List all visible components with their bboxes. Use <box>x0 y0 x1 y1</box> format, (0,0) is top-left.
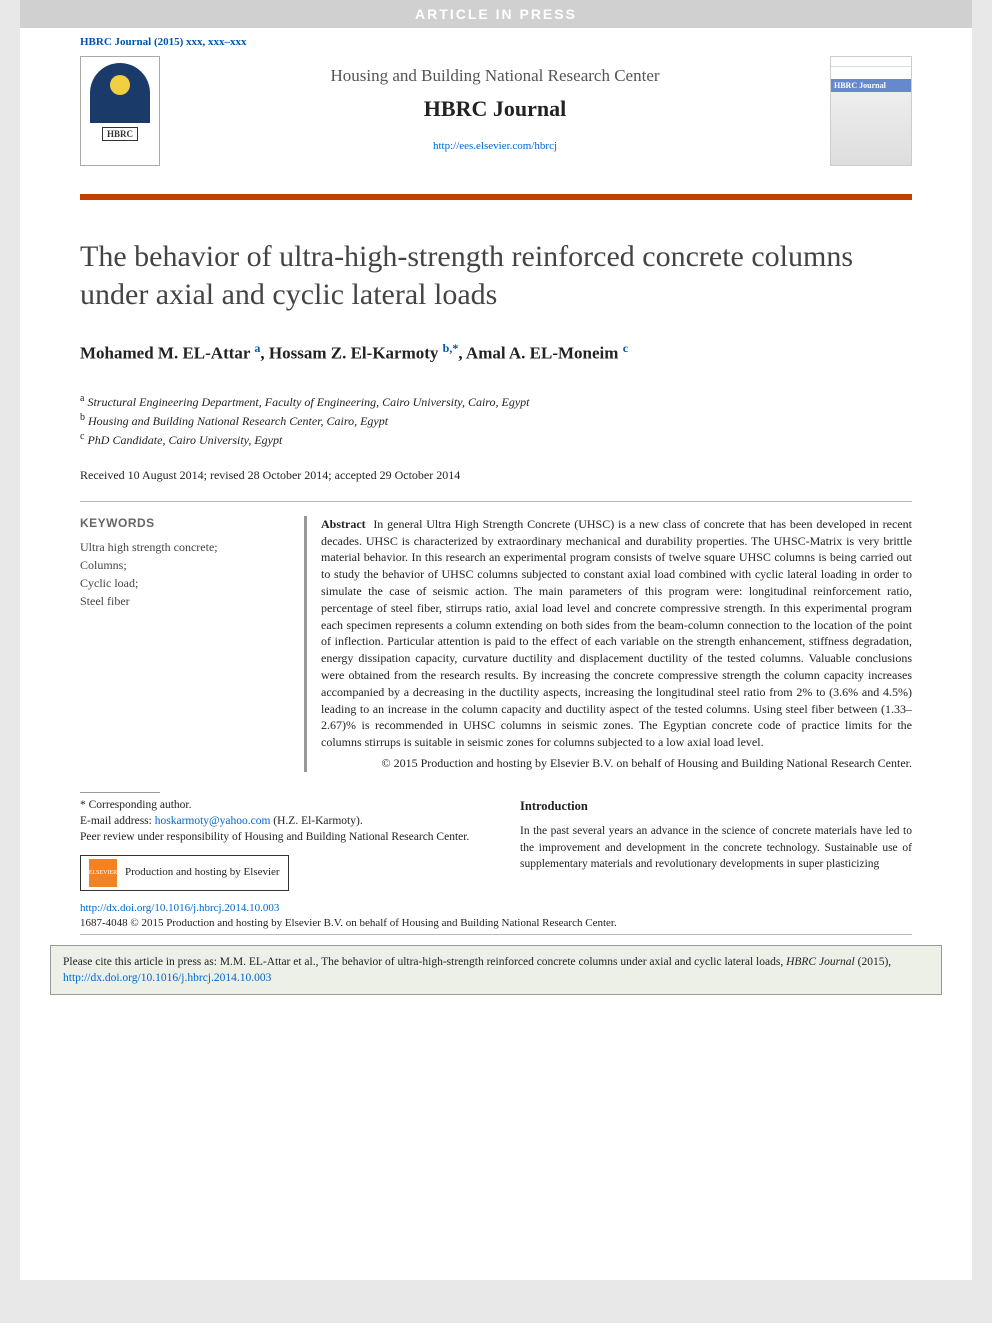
keywords-abstract-row: KEYWORDS Ultra high strength concrete; C… <box>80 516 912 772</box>
author-1: Mohamed M. EL-Attar <box>80 344 250 363</box>
peer-review-note: Peer review under responsibility of Hous… <box>80 829 480 845</box>
cite-journal: HBRC Journal <box>786 956 855 968</box>
author-1-affil: a <box>254 341 260 355</box>
citation-box: Please cite this article in press as: M.… <box>50 945 942 995</box>
issn-copyright: 1687-4048 © 2015 Production and hosting … <box>80 916 912 931</box>
header-rule <box>80 194 912 200</box>
elsevier-logo-icon: ELSEVIER <box>89 859 117 887</box>
introduction-text: In the past several years an advance in … <box>520 823 912 873</box>
journal-name: HBRC Journal <box>160 96 830 122</box>
cite-doi-link[interactable]: http://dx.doi.org/10.1016/j.hbrcj.2014.1… <box>63 972 271 984</box>
divider-above-abstract <box>80 501 912 502</box>
footnote-rule <box>80 792 160 793</box>
cite-suffix: (2015), <box>855 956 891 968</box>
article-title-block: The behavior of ultra-high-strength rein… <box>80 238 912 313</box>
cite-prefix: Please cite this article in press as: M.… <box>63 956 786 968</box>
affiliation-c: PhD Candidate, Cairo University, Egypt <box>87 433 282 447</box>
journal-cover-thumbnail: HBRC Journal <box>830 56 912 166</box>
author-3: Amal A. EL-Moneim <box>466 344 619 363</box>
header-center: Housing and Building National Research C… <box>160 56 830 154</box>
authors-line: Mohamed M. EL-Attar a, Hossam Z. El-Karm… <box>80 341 912 364</box>
production-hosting-box: ELSEVIER Production and hosting by Elsev… <box>80 855 289 891</box>
author-2: Hossam Z. El-Karmoty <box>269 344 439 363</box>
production-hosting-text: Production and hosting by Elsevier <box>125 865 280 880</box>
author-3-affil: c <box>623 341 628 355</box>
affiliation-a: Structural Engineering Department, Facul… <box>87 395 529 409</box>
corresponding-label: * Corresponding author. <box>80 797 480 813</box>
article-dates: Received 10 August 2014; revised 28 Octo… <box>80 468 912 483</box>
abstract-text: In general Ultra High Strength Concrete … <box>321 517 912 749</box>
author-2-affil: b,* <box>443 341 459 355</box>
keywords-column: KEYWORDS Ultra high strength concrete; C… <box>80 516 280 772</box>
corresponding-block: * Corresponding author. E-mail address: … <box>80 797 480 891</box>
introduction-heading: Introduction <box>520 797 912 815</box>
affiliations-block: a Structural Engineering Department, Fac… <box>80 392 912 450</box>
article-in-press-banner: ARTICLE IN PRESS <box>20 0 972 28</box>
footer-columns: * Corresponding author. E-mail address: … <box>80 797 912 891</box>
introduction-column: Introduction In the past several years a… <box>520 797 912 891</box>
citation-header: HBRC Journal (2015) xxx, xxx–xxx <box>20 28 972 52</box>
footer-rule <box>80 934 912 935</box>
abstract-column: Abstract In general Ultra High Strength … <box>304 516 912 772</box>
abstract-copyright: © 2015 Production and hosting by Elsevie… <box>321 755 912 772</box>
hbrc-logo-label: HBRC <box>102 127 138 141</box>
institution-name: Housing and Building National Research C… <box>160 66 830 86</box>
hbrc-logo: HBRC <box>80 56 160 166</box>
doi-block: http://dx.doi.org/10.1016/j.hbrcj.2014.1… <box>80 901 912 932</box>
keywords-list: Ultra high strength concrete; Columns; C… <box>80 538 280 610</box>
cover-label: HBRC Journal <box>831 79 911 92</box>
doi-link[interactable]: http://dx.doi.org/10.1016/j.hbrcj.2014.1… <box>80 902 279 914</box>
affiliation-b: Housing and Building National Research C… <box>88 414 388 428</box>
corresponding-email[interactable]: hoskarmoty@yahoo.com <box>155 815 271 827</box>
email-label: E-mail address: <box>80 815 152 827</box>
keywords-heading: KEYWORDS <box>80 516 280 530</box>
abstract-label: Abstract <box>321 517 366 531</box>
journal-link[interactable]: http://ees.elsevier.com/hbrcj <box>433 140 557 152</box>
page: ARTICLE IN PRESS HBRC Journal (2015) xxx… <box>20 0 972 1280</box>
journal-header: HBRC Housing and Building National Resea… <box>80 56 912 186</box>
article-title: The behavior of ultra-high-strength rein… <box>80 238 912 313</box>
corresponding-name: (H.Z. El-Karmoty). <box>273 815 362 827</box>
